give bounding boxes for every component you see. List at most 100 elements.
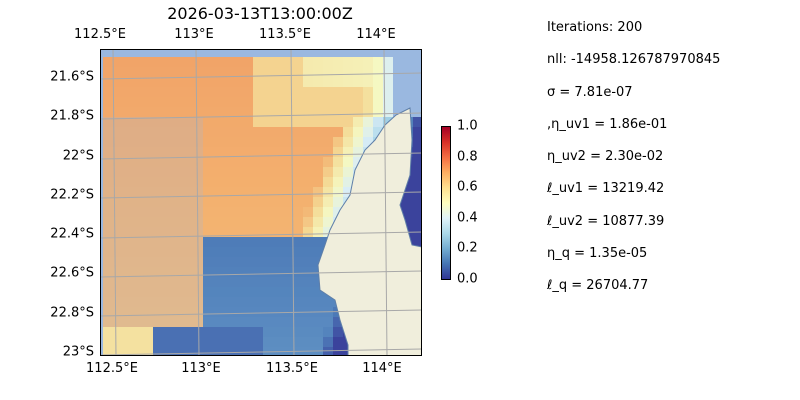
heatmap-cell — [133, 127, 143, 137]
heatmap-cell — [253, 77, 263, 87]
colorbar-tick: 0.6 — [457, 179, 478, 195]
heatmap-cell — [243, 167, 253, 177]
heatmap-cell — [213, 217, 223, 227]
heatmap-cell — [193, 107, 203, 117]
heatmap-cell — [133, 227, 143, 237]
heatmap-cell — [343, 187, 353, 197]
heatmap-cell — [143, 347, 153, 356]
colorbar-tick: 0.8 — [457, 149, 478, 165]
heatmap-cell — [133, 277, 143, 287]
heatmap-cell — [283, 127, 293, 137]
heatmap-cell — [303, 177, 313, 187]
heatmap-cell — [263, 197, 273, 207]
heatmap-cell — [113, 277, 123, 287]
gridline-lat — [100, 309, 422, 317]
heatmap-cell — [293, 227, 303, 237]
heatmap-cell — [203, 137, 213, 147]
heatmap-cell — [243, 277, 253, 287]
heatmap-cell — [413, 207, 422, 217]
heatmap-cell — [193, 137, 203, 147]
heatmap-cell — [173, 307, 183, 317]
heatmap-cell — [313, 287, 323, 297]
heatmap-cell — [203, 87, 213, 97]
heatmap-cell — [193, 97, 203, 107]
heatmap-cell — [163, 297, 173, 307]
heatmap-cell — [173, 167, 183, 177]
heatmap-cell — [203, 307, 213, 317]
heatmap-cell — [323, 317, 333, 327]
heatmap-cell — [103, 197, 113, 207]
heatmap-cell — [103, 347, 113, 356]
stat-nll: nll: -14958.126787970845 — [547, 52, 721, 67]
heatmap-cell — [163, 287, 173, 297]
heatmap-cell — [163, 197, 173, 207]
heatmap-cell — [223, 227, 233, 237]
heatmap-cell — [143, 117, 153, 127]
heatmap-cell — [113, 157, 123, 167]
x-tick-bottom: 112.5°E — [86, 361, 138, 376]
heatmap-cell — [223, 147, 233, 157]
heatmap-cell — [153, 127, 163, 137]
heatmap-cell — [333, 87, 343, 97]
stat-l-uv1: ℓ_uv1 = 13219.42 — [547, 181, 665, 196]
heatmap-cell — [183, 267, 193, 277]
heatmap-cell — [343, 127, 353, 137]
heatmap-cell — [193, 87, 203, 97]
heatmap-cell — [253, 347, 263, 356]
heatmap-cell — [283, 187, 293, 197]
heatmap-cell — [153, 257, 163, 267]
heatmap-cell — [213, 147, 223, 157]
heatmap-cell — [213, 227, 223, 237]
y-tick: 22.4°S — [50, 226, 94, 242]
axes-frame — [100, 49, 422, 356]
heatmap-cell — [313, 87, 323, 97]
heatmap-cell — [323, 67, 333, 77]
heatmap-cell — [203, 237, 213, 247]
heatmap-cell — [273, 67, 283, 77]
heatmap-cell — [253, 157, 263, 167]
heatmap-cell — [243, 337, 253, 347]
heatmap-cell — [263, 307, 273, 317]
heatmap-cell — [293, 337, 303, 347]
heatmap-cell — [223, 297, 233, 307]
heatmap-cell — [373, 87, 383, 97]
heatmap-cell — [243, 117, 253, 127]
heatmap-cell — [193, 327, 203, 337]
heatmap-cell — [243, 87, 253, 97]
heatmap-cell — [163, 107, 173, 117]
heatmap-cell — [273, 77, 283, 87]
y-tick: 22.6°S — [50, 265, 94, 281]
heatmap-cell — [303, 197, 313, 207]
heatmap-cell — [263, 107, 273, 117]
heatmap-cell — [243, 107, 253, 117]
heatmap-cell — [343, 147, 353, 157]
heatmap-cell — [333, 187, 343, 197]
heatmap-cell — [193, 187, 203, 197]
heatmap-cell — [143, 157, 153, 167]
heatmap-cell — [223, 337, 233, 347]
heatmap-cell — [313, 237, 323, 247]
heatmap-cell — [283, 327, 293, 337]
heatmap-cell — [173, 137, 183, 147]
heatmap-cell — [273, 207, 283, 217]
heatmap-cell — [173, 57, 183, 67]
heatmap-cell — [343, 67, 353, 77]
heatmap-cell — [183, 317, 193, 327]
heatmap-cell — [253, 277, 263, 287]
heatmap-cell — [273, 197, 283, 207]
heatmap-cell — [313, 107, 323, 117]
x-tick-bottom: 113.5°E — [266, 361, 318, 376]
heatmap-cell — [263, 177, 273, 187]
heatmap-cell — [273, 147, 283, 157]
heatmap-cell — [253, 337, 263, 347]
heatmap-cell — [333, 337, 343, 347]
heatmap-cell — [313, 347, 323, 356]
heatmap-cell — [313, 127, 323, 137]
heatmap-cell — [293, 237, 303, 247]
heatmap-cell — [213, 337, 223, 347]
heatmap-cell — [223, 107, 233, 117]
heatmap-cell — [313, 317, 323, 327]
heatmap-cell — [163, 337, 173, 347]
heatmap-cell — [253, 207, 263, 217]
heatmap-cell — [303, 217, 313, 227]
